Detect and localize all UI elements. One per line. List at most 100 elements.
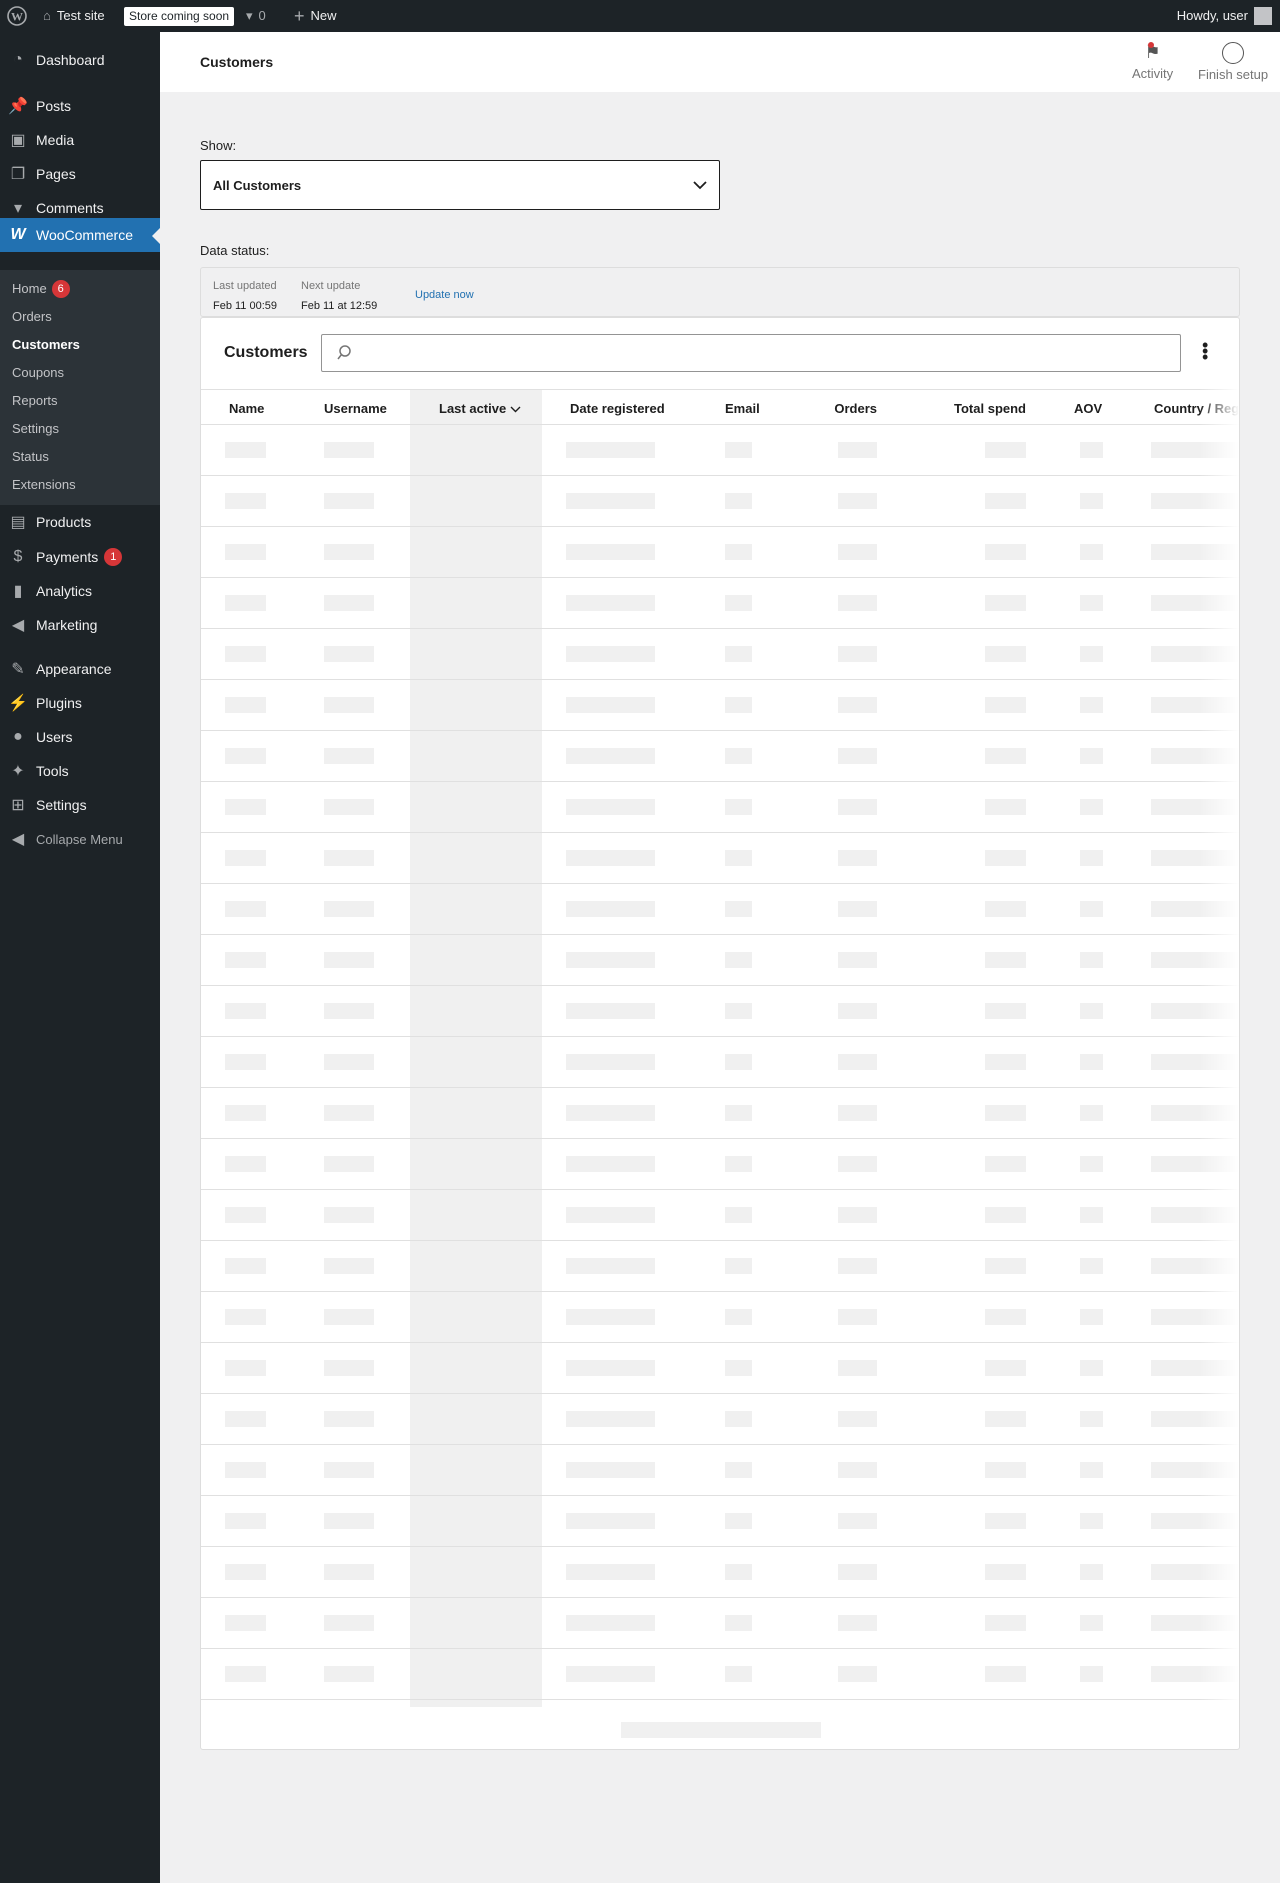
- loading-placeholder: [566, 799, 655, 815]
- wordpress-logo-icon[interactable]: W: [7, 0, 27, 32]
- table-row-placeholder: [201, 1343, 1239, 1394]
- loading-placeholder: [985, 1462, 1026, 1478]
- brush-icon: ✎: [11, 661, 25, 678]
- pagination-placeholder: [621, 1722, 821, 1738]
- loading-placeholder: [838, 595, 877, 611]
- column-header-username[interactable]: Username: [324, 401, 387, 416]
- loading-placeholder: [566, 1003, 655, 1019]
- sidebar-item-payments[interactable]: $ Payments 1: [0, 540, 160, 574]
- loading-placeholder: [725, 1258, 752, 1274]
- loading-placeholder: [838, 646, 877, 662]
- loading-placeholder: [725, 1207, 752, 1223]
- sidebar-item-products[interactable]: ▤ Products: [0, 505, 160, 539]
- sidebar-item-tools[interactable]: ✦ Tools: [0, 754, 160, 788]
- loading-placeholder: [324, 646, 374, 662]
- archive-icon: ▤: [10, 514, 26, 531]
- woo-icon: W: [10, 226, 26, 243]
- loading-placeholder: [225, 595, 266, 611]
- loading-placeholder: [985, 595, 1026, 611]
- loading-placeholder: [324, 697, 374, 713]
- loading-placeholder: [725, 748, 752, 764]
- finish-setup-button[interactable]: Finish setup: [1198, 42, 1268, 82]
- loading-placeholder: [225, 1054, 266, 1070]
- sidebar-item-marketing[interactable]: ◀ Marketing: [0, 608, 160, 642]
- sidebar-item-users[interactable]: ● Users: [0, 720, 160, 754]
- sidebar-item-collapse-menu[interactable]: ◀ Collapse Menu: [0, 822, 160, 856]
- sidebar-item-settings[interactable]: ⊞ Settings: [0, 788, 160, 822]
- loading-placeholder: [566, 1411, 655, 1427]
- table-row-placeholder: [201, 833, 1239, 884]
- loading-placeholder: [566, 1258, 655, 1274]
- loading-placeholder: [1080, 493, 1103, 509]
- submenu-item-customers[interactable]: Customers: [12, 337, 80, 352]
- sidebar-item-woocommerce[interactable]: W WooCommerce: [0, 218, 160, 252]
- loading-placeholder: [324, 1666, 374, 1682]
- loading-placeholder: [838, 748, 877, 764]
- megaphone-icon: ◀: [11, 617, 25, 634]
- sidebar-item-plugins[interactable]: ⚡ Plugins: [0, 686, 160, 720]
- sidebar-item-pages[interactable]: ❐ Pages: [0, 157, 160, 191]
- column-header-date-registered[interactable]: Date registered: [570, 401, 665, 416]
- sidebar-item-media[interactable]: ▣ Media: [0, 123, 160, 157]
- sidebar-item-dashboard[interactable]: ◔ Dashboard: [0, 43, 160, 77]
- loading-placeholder: [566, 1360, 655, 1376]
- loading-placeholder: [566, 1207, 655, 1223]
- submenu-item-home[interactable]: Home 6: [12, 275, 70, 303]
- sidebar-item-comments[interactable]: ▾ Comments: [0, 191, 160, 225]
- submenu-item-coupons[interactable]: Coupons: [12, 365, 65, 380]
- submenu-item-status[interactable]: Status: [12, 449, 49, 464]
- page-title: Customers: [200, 54, 274, 70]
- loading-placeholder: [838, 901, 877, 917]
- loading-placeholder: [985, 1105, 1026, 1121]
- loading-placeholder: [985, 1156, 1026, 1172]
- sidebar-item-posts[interactable]: 📌 Posts: [0, 89, 160, 123]
- loading-placeholder: [985, 901, 1026, 917]
- account-menu[interactable]: Howdy, user: [1177, 0, 1272, 32]
- loading-placeholder: [1080, 952, 1103, 968]
- new-content-link[interactable]: + New: [294, 0, 337, 32]
- loading-placeholder: [225, 1411, 266, 1427]
- store-coming-soon-badge[interactable]: Store coming soon: [124, 6, 235, 26]
- loading-placeholder: [985, 799, 1026, 815]
- loading-placeholder: [985, 1615, 1026, 1631]
- more-options-icon[interactable]: • • •: [1202, 335, 1209, 367]
- data-status-label: Data status:: [200, 243, 270, 258]
- column-header-last-active[interactable]: Last active: [439, 401, 521, 416]
- loading-placeholder: [725, 799, 752, 815]
- column-header-orders[interactable]: Orders: [834, 401, 877, 416]
- comments-link[interactable]: ▾ 0: [246, 0, 266, 32]
- table-row-placeholder: [201, 1037, 1239, 1088]
- loading-placeholder: [324, 952, 374, 968]
- loading-placeholder: [324, 1003, 374, 1019]
- customer-filter-select[interactable]: All Customers: [200, 160, 720, 210]
- column-header-aov[interactable]: AOV: [1074, 401, 1103, 416]
- activity-button[interactable]: ⚑ Activity: [1132, 42, 1174, 81]
- pages-icon: ❐: [10, 166, 26, 183]
- submenu-item-reports[interactable]: Reports: [12, 393, 58, 408]
- loading-placeholder: [985, 442, 1026, 458]
- loading-placeholder: [324, 748, 374, 764]
- loading-placeholder: [1080, 1105, 1103, 1121]
- table-row-placeholder: [201, 629, 1239, 680]
- column-header-email[interactable]: Email: [725, 401, 760, 416]
- loading-placeholder: [566, 1054, 655, 1070]
- loading-placeholder: [725, 1462, 752, 1478]
- loading-placeholder: [985, 1360, 1026, 1376]
- column-header-name[interactable]: Name: [229, 401, 265, 416]
- loading-placeholder: [225, 493, 266, 509]
- search-input[interactable]: [321, 334, 1181, 372]
- update-now-link[interactable]: Update now: [415, 289, 474, 301]
- user-icon: ●: [13, 728, 23, 745]
- submenu-item-settings[interactable]: Settings: [12, 421, 59, 436]
- avatar: [1254, 7, 1272, 25]
- loading-placeholder: [225, 1513, 266, 1529]
- next-update-value: Feb 11 at 12:59: [301, 300, 378, 312]
- table-row-placeholder: [201, 1445, 1239, 1496]
- comment-icon: ▾: [13, 200, 23, 217]
- site-link[interactable]: ⌂ Test site: [43, 0, 105, 32]
- sidebar-item-analytics[interactable]: ▮ Analytics: [0, 574, 160, 608]
- submenu-item-extensions[interactable]: Extensions: [12, 477, 76, 492]
- sidebar-item-appearance[interactable]: ✎ Appearance: [0, 652, 160, 686]
- submenu-item-orders[interactable]: Orders: [12, 309, 52, 324]
- column-header-total-spend[interactable]: Total spend: [954, 401, 1026, 416]
